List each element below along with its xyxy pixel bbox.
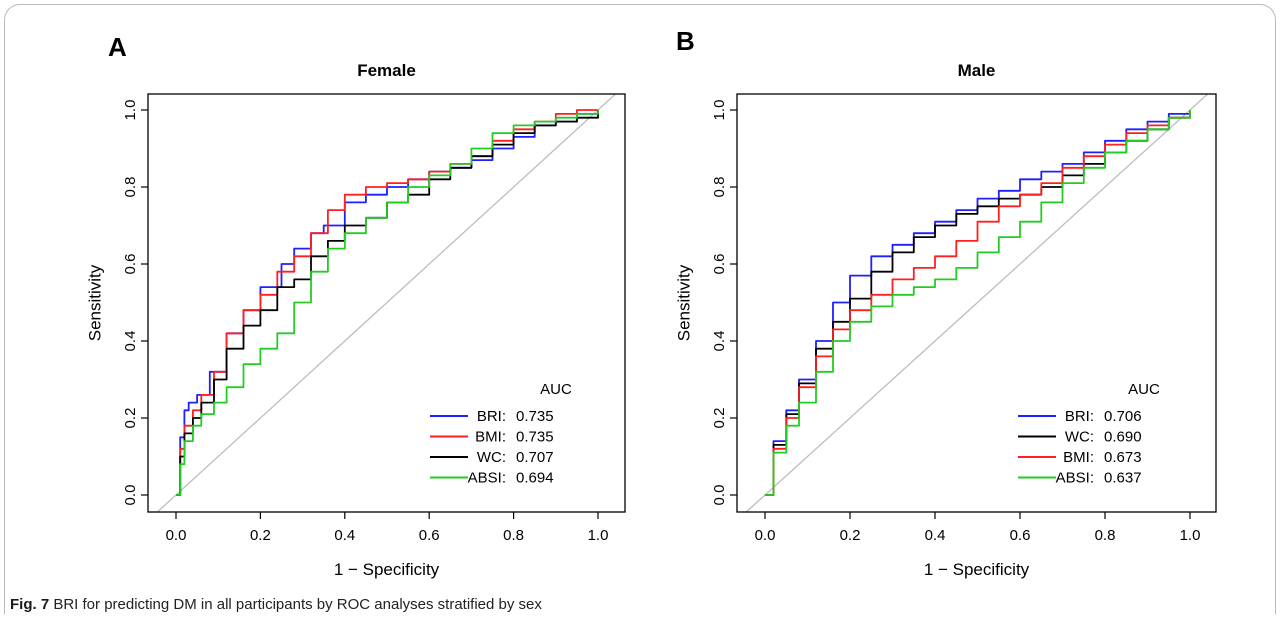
legend: AUC BRI: 0.735 BMI: 0.735 WC: 0.707 ABSI: 0.694	[430, 381, 572, 487]
legend-series-name: WC:	[477, 449, 506, 466]
caption-text: BRI for predicting DM in all participant…	[53, 596, 542, 613]
panel-letter: A	[108, 32, 127, 62]
y-tick-label: 0.8	[711, 177, 728, 198]
y-axis-label: Sensitivity	[85, 264, 104, 341]
x-tick-label: 0.2	[840, 527, 861, 544]
y-tick-label: 0.8	[122, 177, 139, 198]
chart-title: Male	[958, 61, 996, 80]
panel-letter: B	[676, 26, 695, 56]
legend-series-name: BRI:	[477, 408, 506, 425]
plot-box	[147, 93, 626, 513]
x-tick-label: 0.0	[166, 527, 187, 544]
x-axis-label: 1 − Specificity	[924, 560, 1030, 579]
legend-auc-value: 0.673	[1104, 449, 1142, 466]
series-line-bmi	[176, 109, 598, 496]
y-tick-label: 0.0	[122, 485, 139, 506]
x-tick-label: 0.6	[419, 527, 440, 544]
legend: AUC BRI: 0.706 WC: 0.690 BMI: 0.673 ABSI: 0.637	[1018, 381, 1160, 487]
x-tick-label: 0.6	[1010, 527, 1031, 544]
figure-caption: Fig. 7 BRI for predicting DM in all part…	[10, 596, 542, 613]
reference-diagonal	[156, 94, 617, 512]
y-tick-label: 0.0	[711, 485, 728, 506]
series-line-absi	[176, 110, 599, 496]
x-axis-label: 1 − Specificity	[334, 560, 440, 579]
legend-auc-value: 0.707	[516, 449, 554, 466]
x-tick-label: 1.0	[588, 527, 609, 544]
legend-series-name: BMI:	[1063, 449, 1094, 466]
reference-diagonal	[745, 94, 1209, 512]
figure-frame	[4, 4, 1276, 614]
legend-auc-value: 0.735	[516, 408, 554, 425]
legend-series-name: WC:	[1065, 429, 1094, 446]
legend-auc-value: 0.735	[516, 429, 554, 446]
panel-male: B Male 0.0 0.2 0.4 0.6 0.8 1.0 0.0 0.2 0.4 0.6 0.8 1.…	[674, 26, 1217, 579]
x-tick-label: 0.8	[503, 527, 524, 544]
legend-auc-value: 0.706	[1104, 408, 1142, 425]
chart-title: Female	[357, 61, 416, 80]
legend-title: AUC	[540, 381, 572, 398]
legend-series-name: ABSI:	[1056, 470, 1094, 487]
y-tick-label: 0.6	[122, 254, 139, 275]
legend-auc-value: 0.694	[516, 470, 554, 487]
x-tick-label: 0.4	[334, 527, 355, 544]
x-tick-label: 1.0	[1180, 527, 1201, 544]
legend-series-name: BMI:	[475, 429, 506, 446]
y-tick-label: 1.0	[711, 100, 728, 121]
legend-auc-value: 0.637	[1104, 470, 1142, 487]
y-tick-label: 0.6	[711, 254, 728, 275]
y-tick-label: 0.4	[122, 331, 139, 352]
legend-series-name: BRI:	[1065, 408, 1094, 425]
caption-label: Fig. 7	[10, 596, 50, 613]
panel-female: A Female 0.0 0.2 0.4 0.6 0.8 1.0 0.0 0.2 0.4 0.6 0.8…	[85, 32, 626, 579]
y-axis-label: Sensitivity	[674, 264, 693, 341]
y-tick-label: 0.4	[711, 331, 728, 352]
x-tick-label: 0.2	[250, 527, 271, 544]
x-tick-label: 0.4	[925, 527, 946, 544]
y-tick-label: 0.2	[711, 408, 728, 429]
plot-box	[736, 93, 1217, 513]
legend-title: AUC	[1128, 381, 1160, 398]
legend-auc-value: 0.690	[1104, 429, 1142, 446]
y-tick-label: 1.0	[122, 100, 139, 121]
legend-series-name: ABSI:	[468, 470, 506, 487]
x-tick-label: 0.8	[1095, 527, 1116, 544]
series-line-absi	[765, 110, 1191, 496]
y-tick-label: 0.2	[122, 408, 139, 429]
x-tick-label: 0.0	[755, 527, 776, 544]
